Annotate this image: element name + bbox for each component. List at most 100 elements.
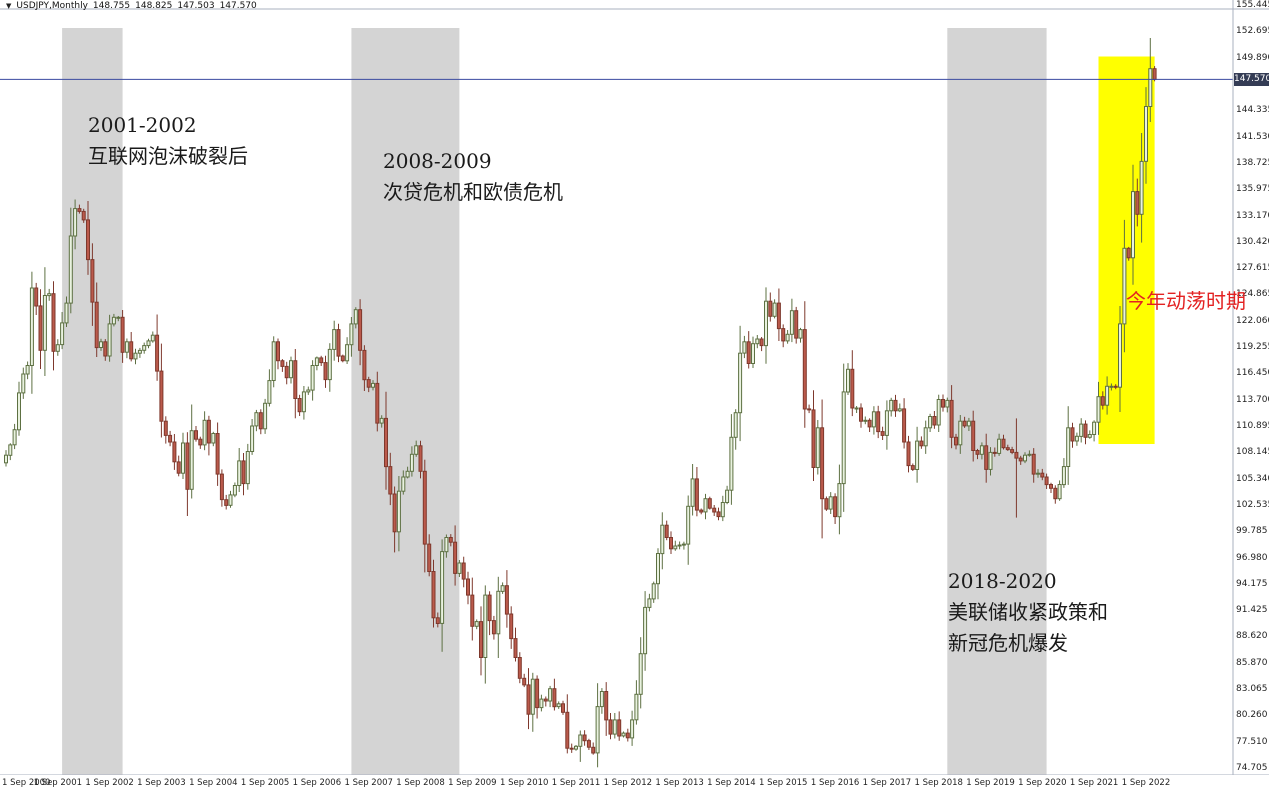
quote-high: 148.825 xyxy=(135,1,173,11)
price-tick: 152.695 xyxy=(1236,26,1269,37)
candle xyxy=(440,539,445,652)
candle xyxy=(988,447,993,476)
candle xyxy=(548,685,553,708)
candle xyxy=(284,361,289,385)
price-tick: 124.865 xyxy=(1236,289,1269,300)
price-tick: 116.450 xyxy=(1236,368,1269,379)
candle xyxy=(12,423,17,450)
candle xyxy=(997,433,1002,456)
candle xyxy=(219,469,224,507)
candle xyxy=(168,430,173,447)
annotation-fed-tightening-covid: 2018-2020 美联储收紧政策和 新冠危机爆发 xyxy=(948,566,1108,659)
candle xyxy=(729,414,734,505)
price-tick: 155.445 xyxy=(1236,0,1269,10)
candle xyxy=(327,343,332,392)
annotation-line: 新冠危机爆发 xyxy=(948,631,1068,655)
candle xyxy=(453,525,458,586)
candle xyxy=(1096,381,1101,435)
candle xyxy=(418,440,423,479)
candle xyxy=(137,347,142,358)
candle xyxy=(314,356,319,371)
candle xyxy=(254,409,259,432)
candle xyxy=(250,419,255,455)
time-tick: 1 Sep 2021 xyxy=(1069,778,1119,788)
candle xyxy=(271,336,276,388)
candle xyxy=(738,325,743,442)
candle xyxy=(103,339,108,361)
candle xyxy=(194,426,198,442)
candle xyxy=(332,320,337,361)
candle xyxy=(781,324,786,348)
candle xyxy=(945,397,950,413)
candle xyxy=(1010,446,1015,455)
candle xyxy=(686,495,691,565)
candle xyxy=(1066,406,1071,485)
candle xyxy=(38,289,43,369)
candle xyxy=(267,369,272,407)
time-tick: 1 Sep 2016 xyxy=(810,778,860,788)
chart-plot[interactable] xyxy=(0,0,1269,775)
quote-low: 147.503 xyxy=(177,1,215,11)
price-tick: 119.255 xyxy=(1236,342,1269,352)
candle xyxy=(608,713,613,740)
candle xyxy=(975,448,980,460)
candle xyxy=(712,505,717,516)
candle xyxy=(181,432,185,479)
candle xyxy=(984,433,989,483)
candle xyxy=(915,426,920,483)
candle xyxy=(401,470,406,495)
candle xyxy=(431,559,436,628)
candle xyxy=(794,306,799,344)
price-tick: 77.510 xyxy=(1236,736,1268,747)
candle xyxy=(703,493,708,520)
annotation-this-year-turbulence: 今年动荡时期 xyxy=(1126,286,1246,317)
annotation-line: 美联储收紧政策和 xyxy=(948,600,1108,624)
candle xyxy=(51,281,56,371)
candle xyxy=(427,534,432,577)
candle xyxy=(785,330,790,344)
candle xyxy=(820,399,825,539)
candle xyxy=(47,288,52,301)
candle xyxy=(202,411,207,451)
candle xyxy=(846,363,850,395)
candle xyxy=(185,432,190,516)
candle xyxy=(798,327,803,343)
annotation-line: 互联网泡沫破裂后 xyxy=(88,144,248,168)
candle xyxy=(1126,246,1131,261)
time-tick: 1 Sep 2004 xyxy=(189,778,238,788)
price-tick: 149.890 xyxy=(1236,52,1269,63)
annotation-subprime-crisis: 2008-2009 次贷危机和欧债危机 xyxy=(383,146,563,208)
time-axis[interactable]: 1 Sep 2000 1 Sep 2001 1 Sep 2002 1 Sep 2003… xyxy=(0,778,1269,795)
price-tick: 138.725 xyxy=(1236,157,1269,168)
candle xyxy=(21,367,26,399)
candle xyxy=(358,299,363,366)
candle xyxy=(388,452,393,506)
candle xyxy=(824,496,829,511)
candle xyxy=(258,409,263,435)
candle xyxy=(979,442,984,460)
price-tick: 91.425 xyxy=(1236,605,1268,616)
candle xyxy=(496,576,501,658)
candle xyxy=(215,422,220,486)
candle xyxy=(142,342,147,354)
candle xyxy=(340,354,345,363)
candle xyxy=(90,243,95,326)
candle xyxy=(163,416,168,444)
candle xyxy=(1092,420,1097,442)
candle xyxy=(1005,444,1010,451)
candle xyxy=(841,363,846,512)
highlight-band-2018-2020 xyxy=(947,28,1047,775)
price-axis[interactable]: 155.445152.695149.890147.085144.335141.5… xyxy=(1236,0,1269,775)
candle xyxy=(1044,473,1049,489)
candle xyxy=(396,476,401,552)
time-tick: 1 Sep 2010 xyxy=(499,778,549,788)
candle xyxy=(444,534,449,558)
candle xyxy=(669,531,673,554)
candle xyxy=(1113,384,1118,390)
candle xyxy=(854,406,859,413)
candle xyxy=(859,403,863,428)
candle xyxy=(301,386,306,420)
time-tick: 1 Sep 2006 xyxy=(292,778,342,788)
candle xyxy=(25,361,30,380)
candle xyxy=(971,410,976,462)
